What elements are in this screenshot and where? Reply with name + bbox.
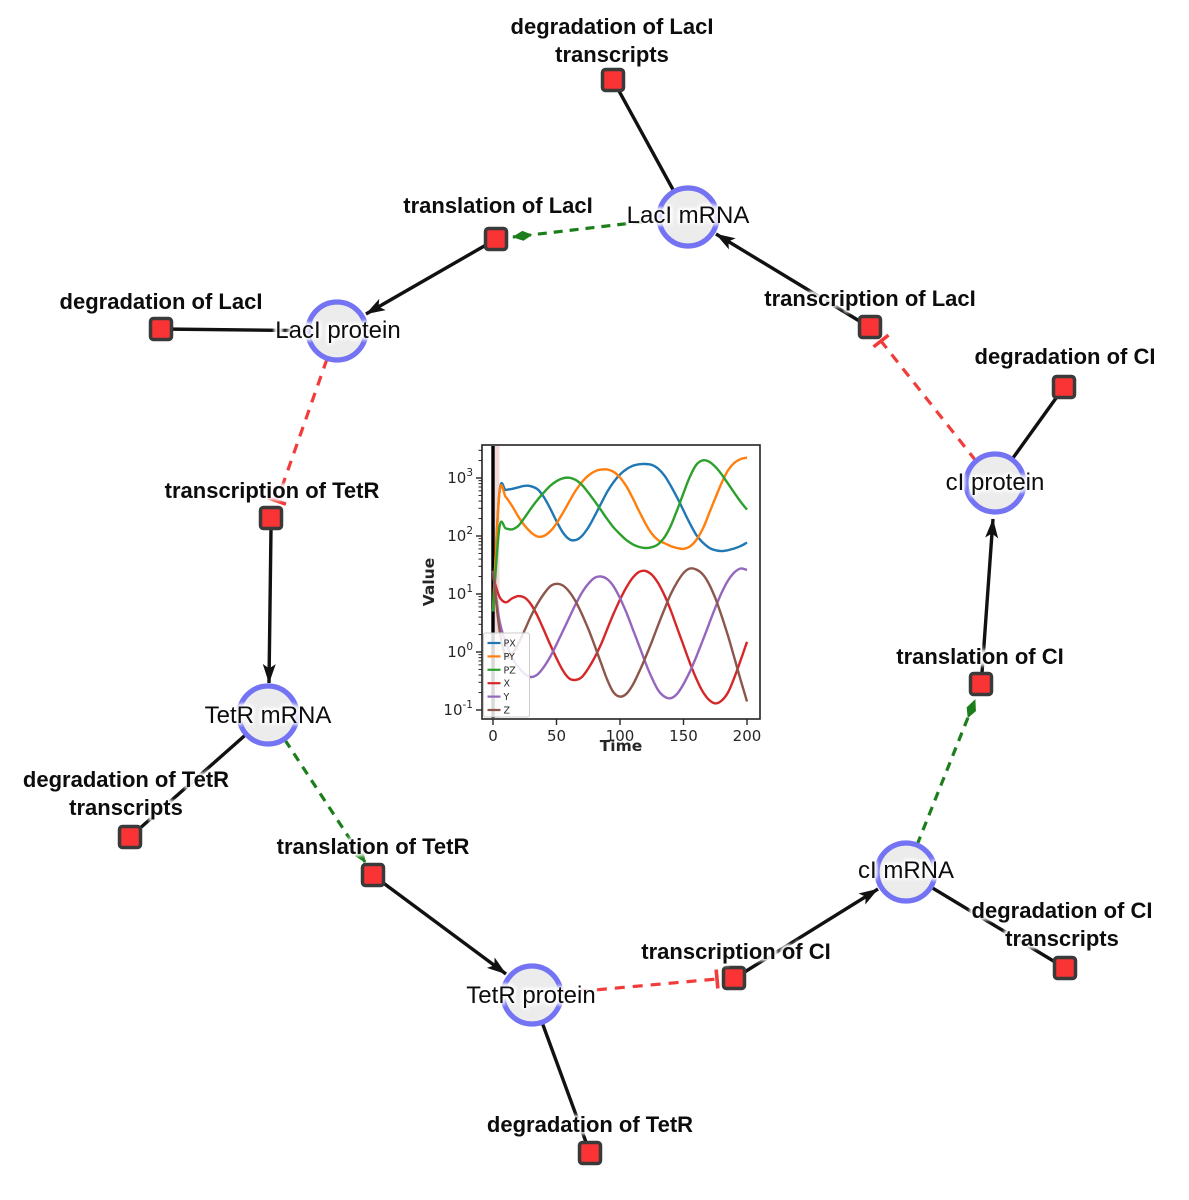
species-label-tetr-mrna: TetR mRNA: [204, 702, 332, 729]
x-tick-label: 150: [669, 727, 698, 745]
x-tick-label: 200: [733, 727, 762, 745]
species-node-ci-mrna[interactable]: [874, 840, 938, 904]
edge-inhibition-ci-protein-to-transcription-laci: [872, 333, 978, 462]
curve-PX: [491, 462, 748, 612]
chart-xlabel: Time: [600, 737, 643, 755]
species-label-laci-protein: LacI protein: [275, 317, 401, 344]
curve-PZ: [491, 459, 748, 612]
reaction-layer: [117, 67, 1078, 1166]
reaction-label-deg-ci-transcripts: degradation of CI transcripts: [971, 898, 1153, 951]
legend-label-PY: PY: [504, 652, 516, 663]
edge-catalysis-laci-mrna-to-translation: [512, 218, 659, 241]
x-tick-label: 50: [547, 727, 566, 745]
edge-translation-laci-to-laci-protein: [365, 243, 487, 316]
reaction-label-deg-ci: degradation of CI: [974, 344, 1156, 369]
species-label-tetr-protein: TetR protein: [466, 982, 596, 1009]
legend-label-PX: PX: [504, 639, 517, 650]
reaction-label-transcription-tetr: transcription of TetR: [164, 478, 380, 503]
reaction-label-deg-tetr-transcripts: degradation of TetR transcripts: [22, 767, 230, 820]
reaction-node-deg-ci[interactable]: [1051, 374, 1077, 400]
legend-label-PZ: PZ: [504, 665, 517, 676]
species-node-tetr-mrna[interactable]: [236, 683, 300, 747]
reaction-node-deg-laci[interactable]: [148, 316, 174, 342]
reaction-node-transcription-ci[interactable]: [721, 965, 747, 991]
species-node-tetr-protein[interactable]: [500, 963, 564, 1027]
reaction-label-deg-laci: degradation of LacI: [59, 289, 263, 314]
chart-ylabel: Value: [420, 558, 438, 606]
curve-PY: [491, 456, 748, 612]
x-tick-label: 100: [606, 727, 635, 745]
edge-transcription-tetr-to-tetr-mrna: [262, 528, 276, 684]
species-node-laci-mrna[interactable]: [656, 185, 720, 249]
edge-translation-ci-to-ci-protein: [980, 518, 999, 674]
reaction-node-deg-ci-transcripts[interactable]: [1052, 955, 1078, 981]
legend-label-Z: Z: [504, 706, 511, 717]
species-layer: [236, 185, 1027, 1027]
reaction-label-translation-ci: translation of CI: [896, 644, 1064, 669]
reaction-node-deg-tetr[interactable]: [577, 1140, 603, 1166]
x-tick-label: 0: [488, 727, 498, 745]
curve-Y: [491, 567, 748, 700]
reaction-label-transcription-laci: transcription of LacI: [764, 286, 976, 311]
species-label-ci-protein: cI protein: [945, 469, 1045, 496]
species-label-laci-mrna: LacI mRNA: [626, 202, 750, 229]
edge-inhibition-laci-protein-to-transcription-tetr: [267, 358, 329, 506]
species-node-ci-protein[interactable]: [963, 451, 1027, 515]
reaction-label-translation-tetr: translation of TetR: [276, 834, 470, 859]
edge-catalysis-ci-mrna-to-translation: [915, 699, 977, 846]
reaction-label-translation-laci: translation of LacI: [403, 193, 593, 218]
species-label-ci-mrna: cI mRNA: [858, 857, 954, 884]
legend-label-X: X: [504, 679, 511, 690]
edge-transcription-laci-to-laci-mrna: [715, 232, 862, 324]
curve-Z: [491, 567, 749, 702]
reaction-node-translation-laci[interactable]: [483, 226, 509, 252]
reaction-node-deg-tetr-transcripts[interactable]: [117, 824, 143, 850]
reaction-node-transcription-tetr[interactable]: [258, 505, 284, 531]
reaction-node-translation-tetr[interactable]: [360, 862, 386, 888]
reaction-node-transcription-laci[interactable]: [857, 314, 883, 340]
species-node-laci-protein[interactable]: [305, 299, 369, 363]
edge-catalysis-tetr-mrna-to-translation: [283, 739, 367, 863]
initial-condition-band: [493, 446, 500, 718]
reaction-node-deg-laci-transcripts[interactable]: [600, 67, 626, 93]
reaction-label-deg-laci-transcripts: degradation of LacI transcripts: [510, 14, 714, 67]
reaction-node-translation-ci[interactable]: [968, 671, 994, 697]
edge-inhibition-tetr-protein-to-transcription-ci: [560, 969, 720, 995]
edge-translation-tetr-to-tetr-protein: [380, 880, 508, 976]
legend-label-Y: Y: [503, 692, 510, 703]
edge-transcription-ci-to-ci-mrna: [742, 887, 879, 975]
reaction-label-transcription-ci: transcription of CI: [641, 939, 831, 964]
reaction-label-deg-tetr: degradation of TetR: [486, 1112, 694, 1137]
